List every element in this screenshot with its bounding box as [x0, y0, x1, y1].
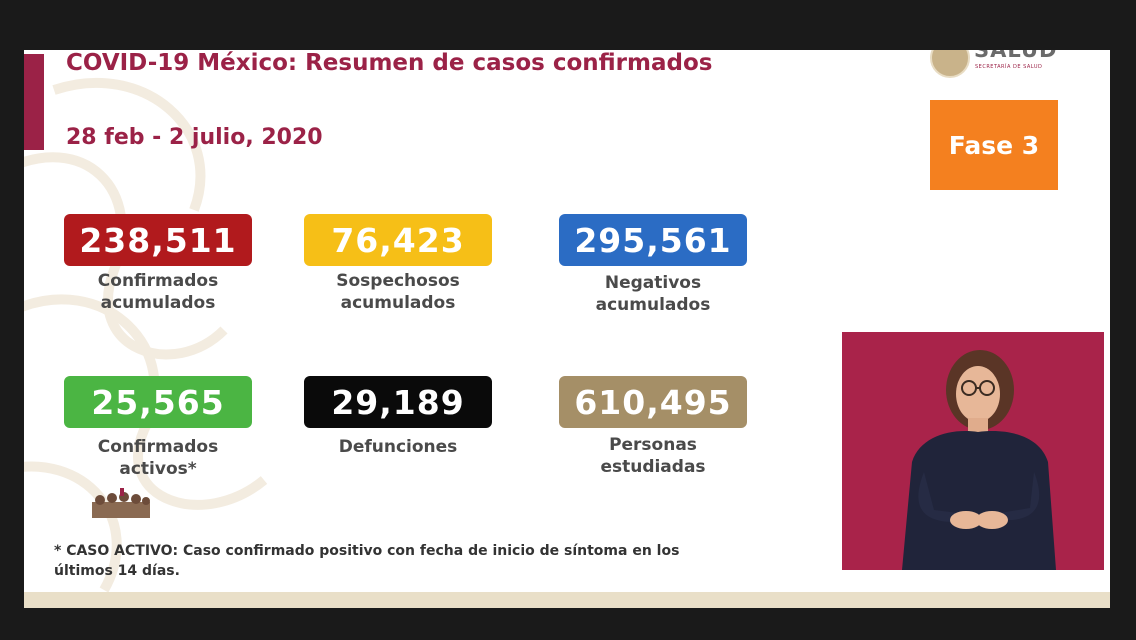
- stat-value: 295,561: [559, 214, 747, 266]
- stat-sospechosos: 76,423 Sospechosos acumulados: [304, 214, 492, 314]
- date-range: 28 feb - 2 julio, 2020: [66, 125, 323, 150]
- stat-label: Personas estudiadas: [600, 435, 706, 477]
- stat-value: 238,511: [64, 214, 252, 266]
- stat-activos: 25,565 Confirmados activos*: [64, 376, 252, 480]
- stat-value: 25,565: [64, 376, 252, 428]
- phase-badge: Fase 3: [930, 100, 1058, 190]
- stat-label: Sospechosos acumulados: [336, 271, 460, 313]
- footnote: * CASO ACTIVO: Caso confirmado positivo …: [54, 543, 680, 579]
- stat-value: 29,189: [304, 376, 492, 428]
- seal-icon: [930, 50, 970, 78]
- logo-subtitle: SECRETARÍA DE SALUD: [975, 64, 1043, 70]
- sign-language-interpreter-video: [842, 332, 1104, 570]
- footer-band: [24, 592, 1110, 608]
- stat-personas-estudiadas: 610,495 Personas estudiadas: [559, 376, 747, 478]
- stat-value: 76,423: [304, 214, 492, 266]
- stat-negativos: 295,561 Negativos acumulados: [559, 214, 747, 316]
- slide: COVID-19 México: Resumen de casos confir…: [24, 50, 1110, 608]
- stat-confirmados: 238,511 Confirmados acumulados: [64, 214, 252, 314]
- stat-value: 610,495: [559, 376, 747, 428]
- heroes-emblem-icon: [92, 488, 150, 518]
- stat-label: Confirmados acumulados: [97, 271, 219, 313]
- salud-logo: SALUD SECRETARÍA DE SALUD: [930, 50, 1064, 78]
- stat-label: Negativos acumulados: [595, 273, 711, 315]
- stat-defunciones: 29,189 Defunciones: [304, 376, 492, 458]
- interpreter-figure: [902, 350, 1056, 570]
- stat-label: Defunciones: [338, 437, 458, 457]
- accent-bar: [24, 54, 44, 150]
- logo-text: SALUD: [974, 50, 1058, 62]
- stat-label: Confirmados activos*: [97, 437, 219, 479]
- page-title: COVID-19 México: Resumen de casos confir…: [66, 50, 713, 76]
